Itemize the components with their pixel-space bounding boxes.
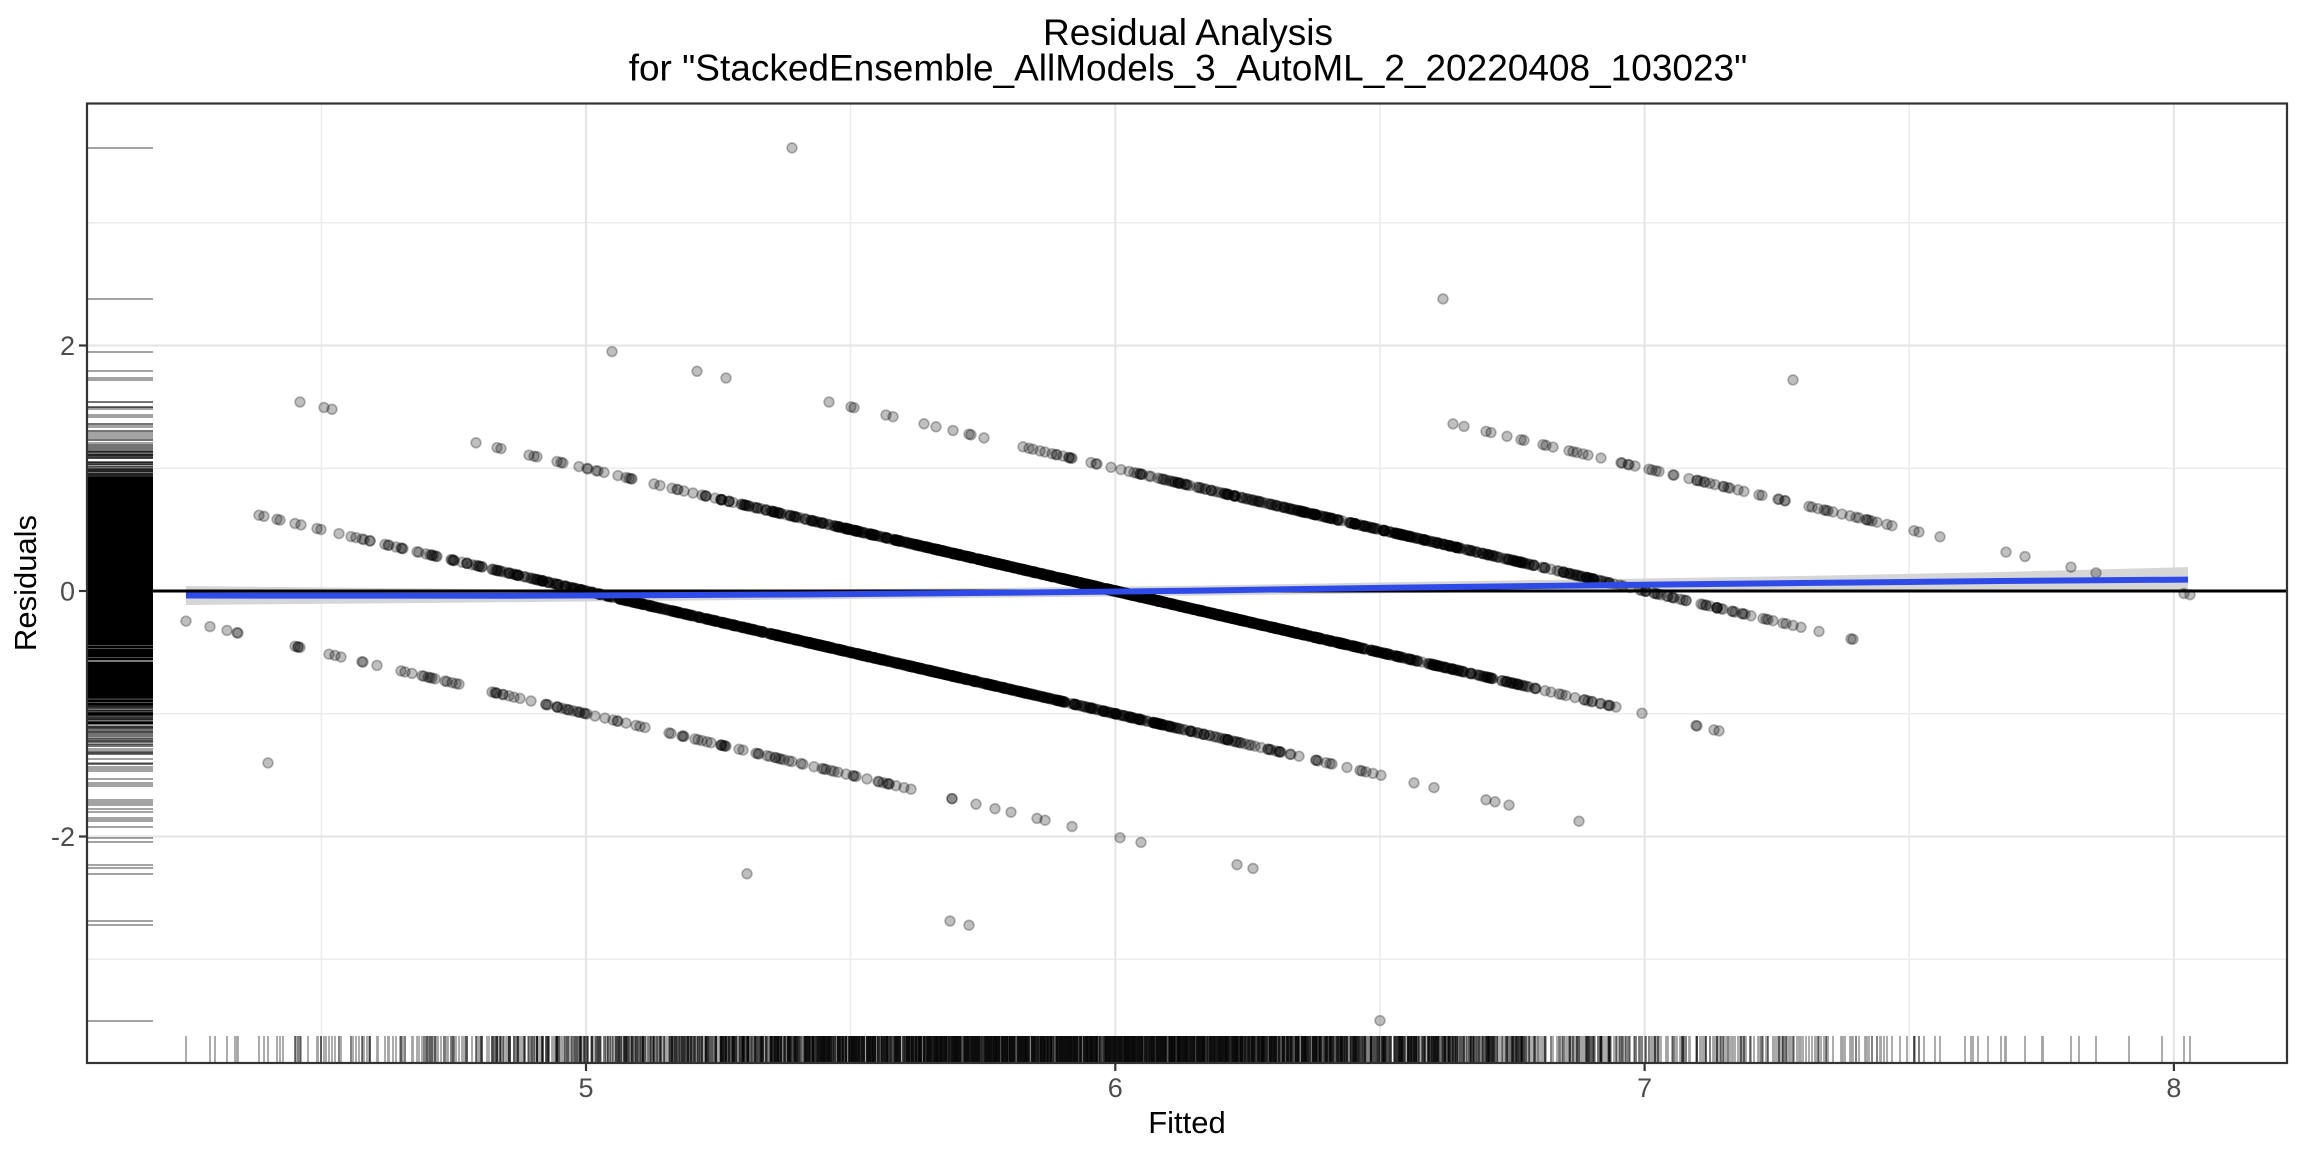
- svg-text:6: 6: [1108, 1073, 1123, 1103]
- svg-text:-2: -2: [51, 822, 75, 852]
- svg-text:Fitted: Fitted: [1148, 1105, 1226, 1140]
- svg-text:for "StackedEnsemble_AllModels: for "StackedEnsemble_AllModels_3_AutoML_…: [629, 48, 1748, 89]
- svg-text:5: 5: [578, 1073, 593, 1103]
- svg-text:Residuals: Residuals: [8, 515, 43, 651]
- svg-text:7: 7: [1637, 1073, 1652, 1103]
- svg-text:2: 2: [60, 331, 75, 361]
- svg-text:0: 0: [60, 577, 75, 607]
- svg-text:8: 8: [2166, 1073, 2181, 1103]
